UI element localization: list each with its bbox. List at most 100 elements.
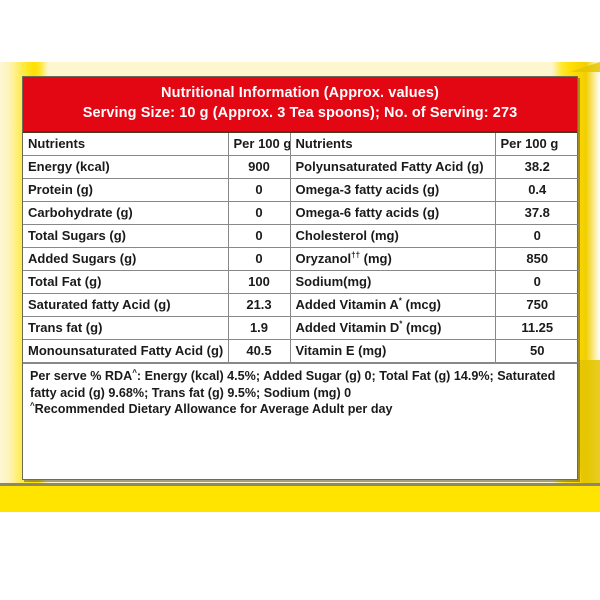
nutrient-name-left-5: Total Fat (g) [23,270,229,295]
rda-superscript-marker: ^ [132,367,137,377]
table-row: Trans fat (g) 1.9 Added Vitamin D* (mcg) 11… [23,316,579,341]
table-row: Saturated fatty Acid (g) 21.3 Added Vitami… [23,293,579,318]
nutrient-value-left-1-text: 0 [255,182,263,198]
column-header-per100g-left: Per 100 g [227,133,291,157]
nutrient-name-right-8-text: Vitamin E (mg) [295,343,387,359]
nutrient-value-right-5: 0 [494,270,579,295]
nutrient-name-right-2-text: Omega-6 fatty acids (g) [295,205,440,221]
nutrient-name-left-7: Trans fat (g) [23,316,229,341]
nutrient-name-right-8: Vitamin E (mg) [289,339,496,364]
nutrient-name-right-4-text: Oryzanol [295,251,352,267]
nutrient-value-right-2: 37.8 [494,201,579,226]
nutritional-information-card: Nutritional Information (Approx. values)… [22,76,579,480]
nutrient-name-right-3: Cholesterol (mg) [289,224,496,249]
nutrient-name-left-0-text: Energy (kcal) [28,159,110,175]
nutrient-name-left-2-text: Carbohydrate (g) [28,205,133,221]
nutrient-name-left-3-text: Total Sugars (g) [28,228,126,244]
nutrient-name-right-1: Omega-3 fatty acids (g) [289,178,496,203]
nutrient-name-right-4: Oryzanol†† (mg) [289,247,496,272]
nutrient-name-right-7-superscript: * [399,319,403,329]
nutrient-value-left-6-text: 21.3 [246,297,272,313]
nutrient-value-left-2-text: 0 [255,205,263,221]
nutrient-name-right-3-text: Cholesterol (mg) [295,228,399,244]
table-header-row: Nutrients Per 100 g Nutrients Per 100 g [23,133,579,157]
table-row: Protein (g) 0 Omega-3 fatty acids (g) 0.4 [23,178,579,203]
nutrient-value-left-6: 21.3 [227,293,291,318]
nutrient-value-left-1: 0 [227,178,291,203]
nutrient-name-left-6-text: Saturated fatty Acid (g) [28,297,171,313]
nutrient-value-left-0-text: 900 [248,159,270,175]
nutrient-value-left-7-text: 1.9 [249,320,269,336]
nutrient-name-right-7-tail: (mcg) [402,320,442,336]
nutrient-name-right-0: Polyunsaturated Fatty Acid (g) [289,155,496,180]
nutrient-name-right-6-tail: (mcg) [401,297,441,313]
per-serve-rda-footer: Per serve % RDA^: Energy (kcal) 4.5%; Ad… [23,363,577,424]
rda-values: : Energy (kcal) 4.5%; Added Sugar (g) 0;… [30,369,556,400]
nutrient-value-left-8-text: 40.5 [246,343,272,359]
nutrient-value-right-4-text: 850 [526,251,549,267]
corner-fold-shadow-top [570,62,600,72]
nutrient-value-left-7: 1.9 [227,316,291,341]
rda-statement: Per serve % RDA^: Energy (kcal) 4.5%; Ad… [30,367,556,400]
rda-note-text: Recommended Dietary Allowance for Averag… [34,402,393,417]
nutrition-table-body: Energy (kcal) 900 Polyunsaturated Fatty Ac… [23,155,579,364]
nutrient-value-right-5-text: 0 [533,274,541,290]
nutrient-name-left-0: Energy (kcal) [23,155,229,180]
nutrient-value-right-4: 850 [494,247,579,272]
nutrient-name-left-5-text: Total Fat (g) [28,274,102,290]
nutrient-value-right-7-text: 11.25 [521,320,554,336]
column-header-nutrients-right: Nutrients [289,133,496,157]
nutrient-value-right-8-text: 50 [530,343,545,359]
nutrient-name-right-6: Added Vitamin A* (mcg) [289,293,496,318]
nutrient-value-left-8: 40.5 [227,339,291,364]
column-header-per100g-right: Per 100 g [494,133,579,157]
nutrient-name-left-8-text: Monounsaturated Fatty Acid (g) [28,343,224,359]
header-serving-size: Serving Size: 10 g (Approx. 3 Tea spoons… [82,104,518,121]
table-row: Added Sugars (g) 0 Oryzanol†† (mg) 850 [23,247,579,272]
nutrient-name-right-4-superscript: †† [351,250,361,260]
table-row: Carbohydrate (g) 0 Omega-6 fatty acids (g)… [23,201,579,226]
nutrient-value-right-0: 38.2 [494,155,579,180]
nutrient-name-right-4-tail: (mg) [360,251,392,267]
nutrient-name-left-8: Monounsaturated Fatty Acid (g) [23,339,229,364]
nutrient-value-left-4: 0 [227,247,291,272]
nutrient-value-right-3-text: 0 [533,228,541,244]
nutrient-name-right-7: Added Vitamin D* (mcg) [289,316,496,341]
nutrient-value-left-5-text: 100 [248,274,270,290]
nutrient-name-right-7-text: Added Vitamin D [295,320,400,336]
nutrient-name-right-0-text: Polyunsaturated Fatty Acid (g) [295,159,484,175]
rda-note-superscript-marker: ^ [30,401,35,411]
nutrient-value-right-7: 11.25 [494,316,579,341]
nutrient-value-right-3: 0 [494,224,579,249]
nutrient-name-left-7-text: Trans fat (g) [28,320,103,336]
nutrition-facts-table: Nutrients Per 100 g Nutrients Per 100 g … [23,133,579,364]
header-title: Nutritional Information (Approx. values) [161,85,439,101]
rda-label: Per serve % RDA [30,369,133,384]
nutrient-value-right-1-text: 0.4 [528,182,547,198]
nutrient-name-left-4-text: Added Sugars (g) [28,251,137,267]
table-row: Energy (kcal) 900 Polyunsaturated Fatty Ac… [23,155,579,180]
nutrient-name-right-6-text: Added Vitamin A [295,297,399,313]
nutrient-name-right-2: Omega-6 fatty acids (g) [289,201,496,226]
panel-bottom-yellow-band [0,483,600,512]
nutrient-name-left-1: Protein (g) [23,178,229,203]
nutrient-value-left-5: 100 [227,270,291,295]
nutrient-name-right-5-text: Sodium(mg) [295,274,372,290]
rda-definition-note: ^Recommended Dietary Allowance for Avera… [30,401,570,418]
nutrient-value-left-3: 0 [227,224,291,249]
nutrient-value-right-6: 750 [494,293,579,318]
nutrient-name-right-5: Sodium(mg) [289,270,496,295]
column-header-nutrients-left: Nutrients [23,133,229,157]
table-row: Total Sugars (g) 0 Cholesterol (mg) 0 [23,224,579,249]
nutritional-information-header: Nutritional Information (Approx. values)… [23,77,577,134]
nutrient-name-left-1-text: Protein (g) [28,182,93,198]
nutrient-value-right-6-text: 750 [526,297,549,313]
nutrient-name-right-6-superscript: * [398,296,402,306]
nutrient-name-left-3: Total Sugars (g) [23,224,229,249]
nutrient-value-right-1: 0.4 [494,178,579,203]
nutrient-name-right-1-text: Omega-3 fatty acids (g) [295,182,440,198]
nutrient-name-left-2: Carbohydrate (g) [23,201,229,226]
nutrient-value-left-0: 900 [227,155,291,180]
nutrient-value-left-2: 0 [227,201,291,226]
table-row: Monounsaturated Fatty Acid (g) 40.5 Vitami… [23,339,579,364]
